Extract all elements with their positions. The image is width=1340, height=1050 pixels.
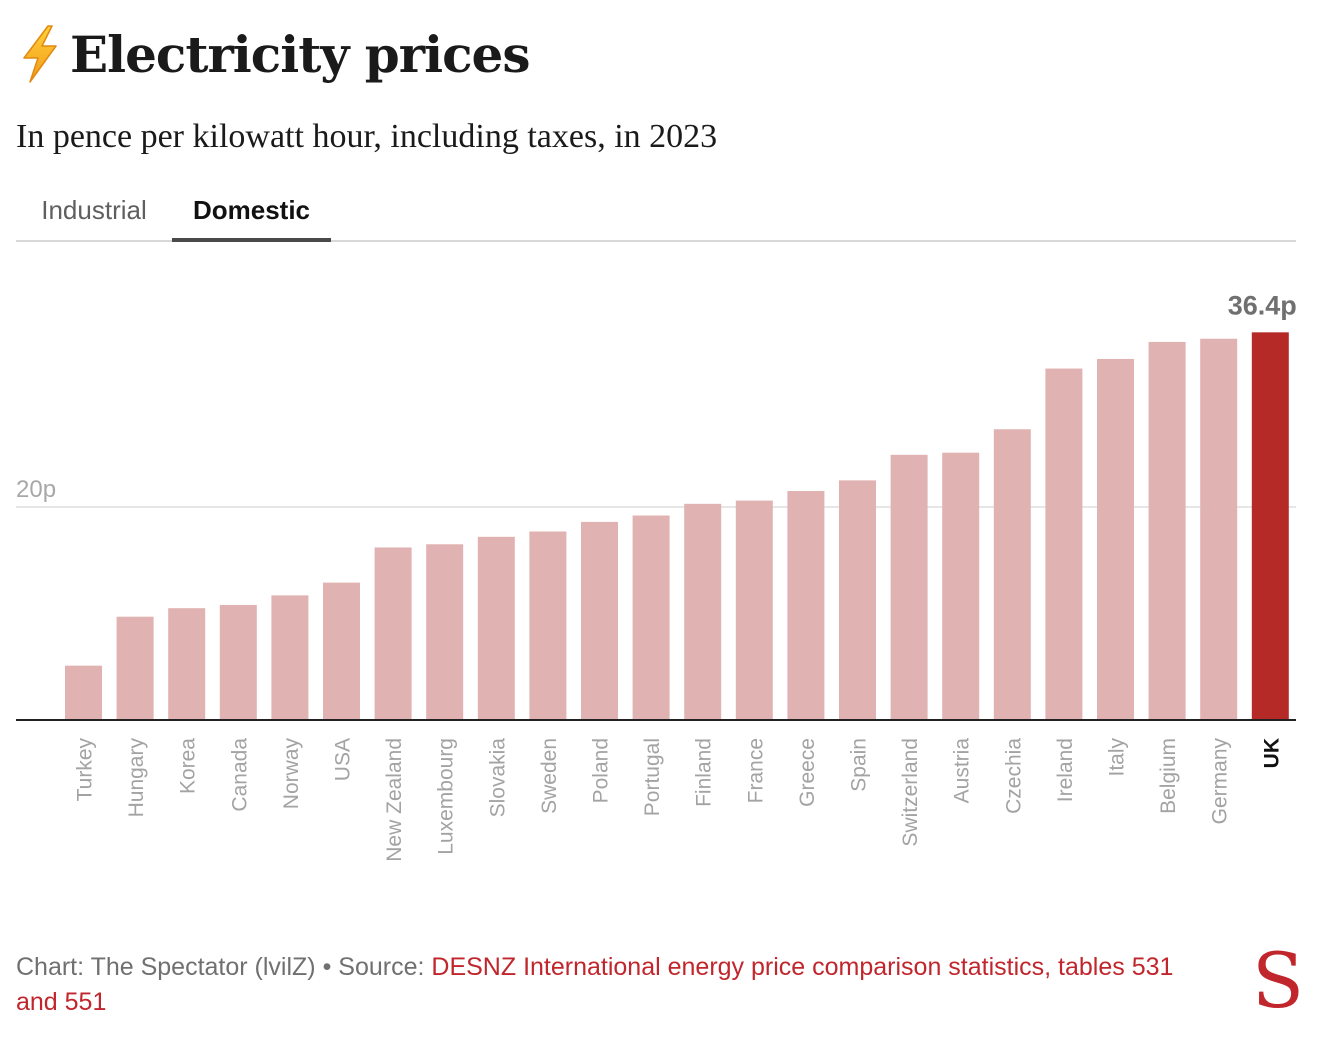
x-tick-label: Austria xyxy=(951,738,974,804)
y-tick-label: 20p xyxy=(16,476,56,503)
x-tick-label: Portugal xyxy=(641,738,664,816)
bar-slovakia[interactable] xyxy=(477,536,515,720)
bar-new-zealand[interactable] xyxy=(374,547,412,720)
bar-germany[interactable] xyxy=(1200,338,1238,720)
x-tick-label: Turkey xyxy=(74,738,97,802)
tab-domestic[interactable]: Domestic xyxy=(172,184,331,242)
bar-usa[interactable] xyxy=(323,582,360,720)
tab-bar: Industrial Domestic xyxy=(16,184,1296,242)
bar-poland[interactable] xyxy=(581,521,618,720)
bar-france[interactable] xyxy=(735,500,773,720)
bar-austria[interactable] xyxy=(942,452,980,720)
bar-turkey[interactable] xyxy=(65,665,102,720)
chart-subtitle: In pence per kilowatt hour, including ta… xyxy=(16,118,718,155)
tab-industrial[interactable]: Industrial xyxy=(41,195,147,225)
x-tick-label: Ireland xyxy=(1054,738,1077,802)
bar-finland[interactable] xyxy=(684,503,722,720)
footer: Chart: The Spectator (lvilZ) • Source: D… xyxy=(16,950,1216,1020)
x-tick-label: Belgium xyxy=(1157,738,1180,814)
x-tick-label: Slovakia xyxy=(486,738,509,818)
x-tick-label: Spain xyxy=(848,738,871,792)
x-tick-label: Korea xyxy=(177,738,200,794)
bar-luxembourg[interactable] xyxy=(426,544,464,720)
bar-italy[interactable] xyxy=(1097,358,1134,720)
bar-ireland[interactable] xyxy=(1045,368,1083,720)
bar-norway[interactable] xyxy=(271,595,309,720)
bar-switzerland[interactable] xyxy=(890,454,928,720)
bar-portugal[interactable] xyxy=(632,515,670,720)
x-tick-label: Czechia xyxy=(1002,738,1025,814)
x-tick-label: Hungary xyxy=(125,738,148,818)
source-link[interactable]: DESNZ International energy price compari… xyxy=(16,953,1174,1016)
x-tick-label: Luxembourg xyxy=(435,738,458,855)
chart-title: Electricity prices xyxy=(70,24,530,84)
bar-czechia[interactable] xyxy=(993,429,1031,720)
bar-korea[interactable] xyxy=(168,608,206,720)
x-tick-label: New Zealand xyxy=(383,738,406,862)
bar-chart: 20p Turkey Hungary Korea Canada Norway USA New … xyxy=(16,290,1297,862)
x-tick-label: Switzerland xyxy=(899,738,922,847)
x-tick-label: Norway xyxy=(280,738,303,810)
lightning-bolt-icon xyxy=(23,25,57,83)
chart-credit: Chart: The Spectator (lvilZ) • Source: xyxy=(16,953,432,981)
bar-uk[interactable] xyxy=(1251,332,1289,720)
x-tick-label: UK xyxy=(1260,738,1283,768)
x-tick-label: Canada xyxy=(228,738,251,812)
x-tick-label: Finland xyxy=(693,738,716,807)
x-tick-label: France xyxy=(744,738,767,803)
spectator-logo: S xyxy=(1252,936,1305,1025)
x-tick-label: Italy xyxy=(1106,738,1129,777)
x-tick-label: Greece xyxy=(796,738,819,807)
bar-hungary[interactable] xyxy=(116,616,154,720)
x-tick-label: Poland xyxy=(590,738,613,803)
bar-spain[interactable] xyxy=(839,480,876,720)
bar-canada[interactable] xyxy=(219,604,257,720)
x-tick-label: Sweden xyxy=(538,738,561,814)
highlight-data-label: 36.4p xyxy=(1228,290,1297,320)
bar-sweden[interactable] xyxy=(529,531,567,720)
x-tick-label: Germany xyxy=(1209,738,1232,825)
title-row: Electricity prices xyxy=(18,24,530,84)
bar-greece[interactable] xyxy=(787,491,825,720)
bar-belgium[interactable] xyxy=(1148,341,1186,720)
x-tick-label: USA xyxy=(332,738,355,781)
